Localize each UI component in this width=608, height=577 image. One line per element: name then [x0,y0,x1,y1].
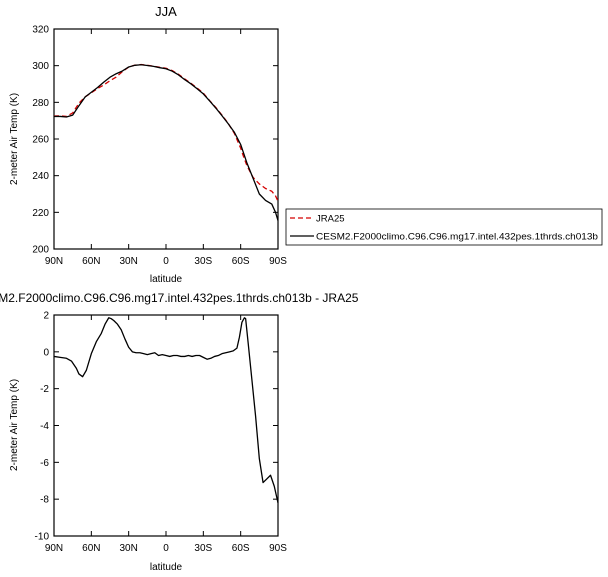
y-tick-label: 300 [32,61,49,72]
bottom-plot-frame [53,314,279,537]
bottom-panel: CESM2.F2000climo.C96.C96.mg17.intel.432p… [0,291,359,573]
top-panel: JJA 200 220 240 260 280 300 320 90N 60N 30N 0 30S 6… [9,4,287,285]
top-x-axis: 90N 60N 30N 0 30S 60S 90S [45,29,287,267]
bottom-x-axis-label: latitude [150,562,183,573]
top-x-axis-label: latitude [150,274,183,285]
x-tick-label: 60N [82,543,100,554]
legend-label-jra25: JRA25 [316,214,345,225]
top-series-lines [53,63,279,221]
bottom-series-lines [53,317,279,503]
y-tick-label: 200 [32,245,49,256]
y-tick-label: -4 [40,421,49,432]
legend-label-cesm2: CESM2.F2000climo.C96.C96.mg17.intel.432p… [316,232,598,243]
x-tick-label: 30S [194,543,212,554]
top-y-axis-label: 2-meter Air Temp (K) [9,93,20,185]
x-tick-label: 30S [194,256,212,267]
y-tick-label: 320 [32,25,49,36]
bottom-y-axis-label: 2-meter Air Temp (K) [9,379,20,471]
x-tick-label: 90N [45,543,63,554]
y-tick-label: 260 [32,135,49,146]
series-line-difference [53,317,279,503]
x-tick-label: 60N [82,256,100,267]
x-tick-label: 30N [119,543,137,554]
top-chart-title: JJA [155,4,177,19]
series-line-jra25 [53,63,279,202]
x-tick-label: 60S [232,256,250,267]
bottom-chart-title: CESM2.F2000climo.C96.C96.mg17.intel.432p… [0,291,359,305]
y-tick-label: 240 [32,171,49,182]
series-line-cesm2 [54,64,279,221]
x-tick-label: 30N [119,256,137,267]
y-tick-label: -6 [40,458,49,469]
y-tick-label: -10 [35,532,50,543]
x-tick-label: 60S [232,543,250,554]
bottom-x-axis: 90N 60N 30N 0 30S 60S 90S [45,315,287,554]
x-tick-label: 90S [269,543,287,554]
top-plot-frame [53,28,279,250]
legend: JRA25 CESM2.F2000climo.C96.C96.mg17.inte… [285,208,603,246]
x-tick-label: 0 [163,543,169,554]
y-tick-label: 220 [32,208,49,219]
x-tick-label: 90N [45,256,63,267]
x-tick-label: 90S [269,256,287,267]
y-tick-label: 0 [43,347,49,358]
y-tick-label: 280 [32,98,49,109]
bottom-y-axis: -10 -8 -6 -4 -2 0 2 [35,311,278,543]
top-y-axis: 200 220 240 260 280 300 320 [32,25,278,256]
x-tick-label: 0 [163,256,169,267]
y-tick-label: -2 [40,384,49,395]
y-tick-label: 2 [43,311,49,322]
y-tick-label: -8 [40,495,49,506]
legend-box [285,208,603,246]
